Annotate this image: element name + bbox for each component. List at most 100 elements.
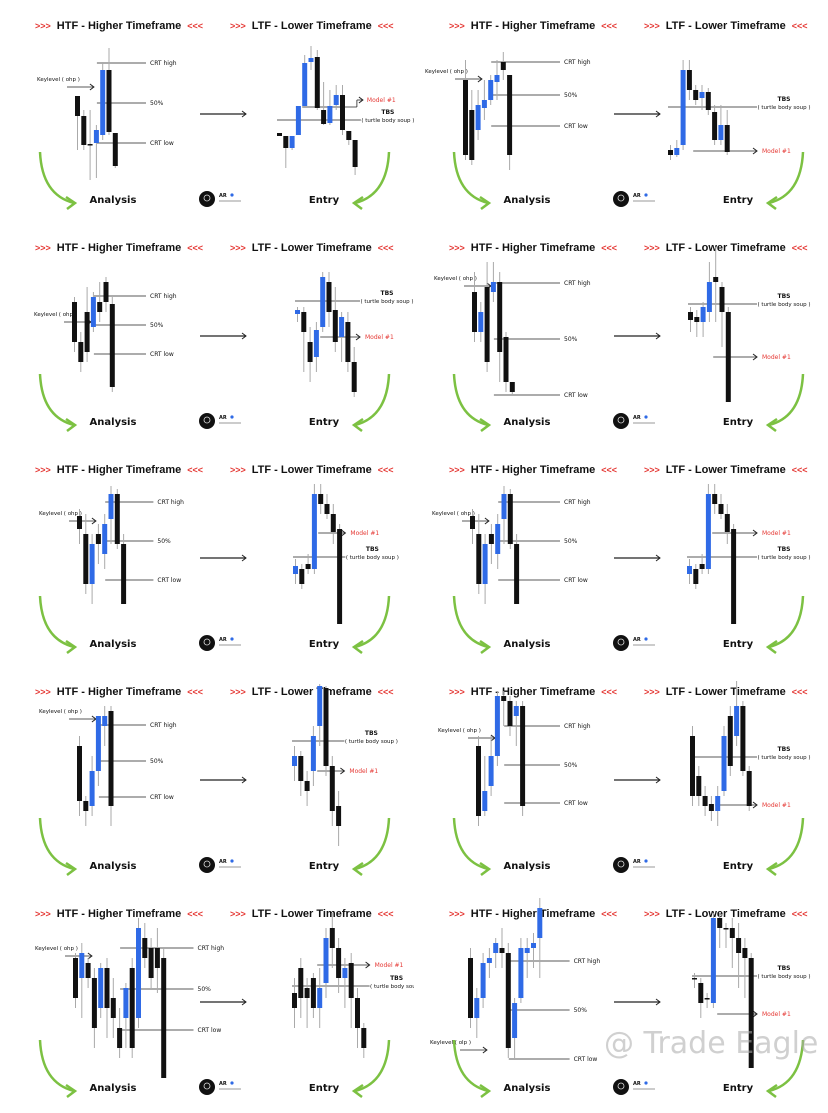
candle-body — [686, 70, 692, 90]
htf-candle — [482, 534, 488, 604]
avatar — [199, 1079, 215, 1095]
htf-title: HTF - Higher Timeframe — [470, 908, 596, 920]
ltf-candle — [736, 923, 742, 988]
arrow-head-icon — [479, 861, 492, 876]
chevron-right-icon: >>> — [449, 243, 465, 253]
author-handle — [219, 866, 241, 868]
crt-high-label: CRT high — [198, 945, 225, 952]
candle-body — [298, 756, 304, 781]
crt-high-label: CRT high — [574, 958, 601, 965]
tbs-sublabel: ( turtle body soup ) — [757, 105, 810, 111]
htf-title: HTF - Higher Timeframe — [56, 686, 182, 698]
ltf-candle — [702, 786, 708, 816]
keylevel-label: Keylevel ( ohp ) — [39, 511, 82, 517]
ltf-candle — [686, 60, 692, 100]
arrow-head-icon — [765, 417, 778, 432]
author-name: AR — [219, 415, 227, 421]
avatar-logo-icon — [203, 1082, 211, 1090]
model-label: Model #1 — [762, 530, 791, 537]
htf-candle — [488, 736, 494, 796]
candle-body — [317, 686, 323, 726]
crt-high-label: CRT high — [564, 499, 591, 506]
tbs-label: TBS — [366, 546, 379, 553]
htf-title: HTF - Higher Timeframe — [56, 242, 182, 254]
setup-panel: >>> HTF - Higher Timeframe <<< >>> LTF - Low… — [0, 444, 414, 666]
author-name: AR — [633, 637, 641, 643]
htf-candle — [89, 534, 95, 604]
htf-candle — [114, 489, 120, 549]
candle-body — [310, 978, 316, 1008]
ltf-candle — [708, 796, 714, 821]
candle-body — [717, 918, 723, 928]
verified-badge-icon — [644, 859, 648, 863]
ltf-title: LTF - Lower Timeframe — [665, 686, 786, 698]
candle-body — [488, 756, 494, 786]
candle-body — [292, 993, 297, 1008]
ltf-candle — [725, 307, 731, 402]
candle-body — [740, 706, 746, 771]
fifty-percent-label: 50% — [564, 762, 578, 769]
candle-body — [89, 544, 95, 584]
candle-body — [700, 307, 706, 322]
candle-body — [468, 958, 473, 1018]
curved-arrow-right — [354, 373, 391, 427]
author-name: AR — [633, 859, 641, 865]
candle-body — [731, 529, 737, 624]
chevron-right-icon: >>> — [35, 909, 51, 919]
candle-body — [95, 534, 101, 544]
crt-low-label: CRT low — [564, 577, 588, 584]
model-label: Model #1 — [375, 962, 404, 969]
htf-candle — [493, 938, 499, 968]
crt-high-label: CRT high — [150, 722, 177, 729]
ltf-candle — [734, 681, 740, 746]
keylevel-arrow-icon — [490, 734, 496, 742]
candle-body — [304, 988, 310, 998]
verified-badge-icon — [230, 637, 234, 641]
candle-body — [90, 297, 96, 327]
ltf-candle — [292, 978, 297, 1028]
candle-body — [680, 70, 686, 145]
candle-body — [352, 140, 358, 167]
candle-body — [332, 310, 338, 342]
curved-arrow-right — [768, 595, 805, 649]
ltf-title-row: >>> LTF - Lower Timeframe <<< — [230, 685, 394, 699]
curved-arrow-right — [354, 1039, 391, 1093]
crt-low-label: CRT low — [574, 1056, 598, 1063]
candle-body — [727, 716, 733, 766]
model-arrow-icon — [752, 529, 758, 537]
htf-candle — [84, 287, 90, 362]
curved-arrow-left — [38, 817, 75, 871]
ltf-candle — [748, 953, 754, 1068]
ltf-candle — [346, 131, 352, 145]
candle-body — [355, 998, 360, 1028]
arrow-head-icon — [765, 639, 778, 654]
candle-body — [708, 804, 714, 811]
htf-candle — [117, 1008, 123, 1058]
candle-body — [476, 534, 482, 584]
arrow-right-icon — [655, 776, 661, 784]
htf-candle — [75, 96, 80, 150]
candle-body — [308, 58, 314, 62]
candle-body — [469, 110, 475, 160]
candle-body — [98, 968, 104, 1008]
avatar-logo-icon — [203, 860, 211, 868]
chevron-right-icon: >>> — [449, 909, 465, 919]
candle-body — [337, 529, 343, 624]
candle-body — [348, 963, 354, 998]
crt-low-label: CRT low — [150, 140, 174, 147]
htf-title: HTF - Higher Timeframe — [56, 464, 182, 476]
avatar — [613, 857, 629, 873]
fifty-percent-label: 50% — [564, 538, 578, 545]
candle-body — [318, 494, 324, 504]
ltf-candle — [361, 1023, 367, 1058]
curved-arrow-left — [452, 151, 489, 205]
arrow-head-icon — [351, 417, 364, 432]
candle-body — [154, 948, 160, 968]
arrow-head-icon — [765, 195, 778, 210]
arrow-head-icon — [479, 639, 492, 654]
curved-arrow-right — [768, 373, 805, 427]
crt-high-label: CRT high — [564, 59, 591, 66]
candle-body — [97, 302, 103, 312]
ltf-candle — [705, 484, 711, 574]
ltf-candle — [314, 50, 320, 110]
